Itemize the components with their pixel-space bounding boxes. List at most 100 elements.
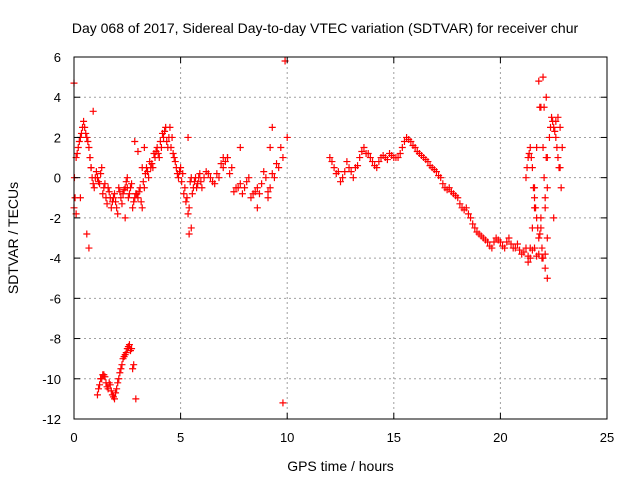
data-point [486, 242, 494, 250]
data-point [266, 144, 274, 151]
data-point [354, 162, 362, 170]
data-point [145, 174, 153, 182]
data-point [98, 164, 106, 172]
data-point [99, 190, 107, 198]
data-point [103, 383, 111, 391]
data-point [124, 343, 132, 351]
data-point [539, 73, 547, 81]
data-point [531, 194, 539, 202]
data-point [542, 93, 550, 101]
data-point [131, 137, 139, 145]
data-point [513, 240, 521, 248]
data-point [117, 194, 125, 202]
data-point [548, 113, 556, 121]
data-point [379, 152, 387, 160]
data-point [80, 117, 88, 125]
data-point [375, 158, 383, 166]
data-point [196, 170, 204, 178]
data-point [138, 204, 146, 212]
data-point [551, 127, 559, 135]
y-tick-label: -2 [49, 211, 61, 226]
data-point [552, 133, 560, 141]
data-point [426, 162, 434, 170]
data-point [526, 144, 534, 151]
data-point [258, 180, 266, 188]
y-tick-label: -6 [49, 291, 61, 306]
data-point [392, 154, 400, 162]
data-point [92, 168, 100, 176]
data-point [247, 194, 255, 202]
data-point [113, 385, 121, 393]
data-point [169, 150, 177, 158]
data-point [129, 204, 137, 212]
data-point [481, 236, 489, 244]
data-point [547, 123, 555, 131]
data-point [163, 137, 171, 145]
data-point [137, 198, 145, 206]
data-point [540, 174, 548, 182]
data-point [138, 164, 146, 172]
data-point [531, 184, 539, 192]
data-point [264, 188, 272, 196]
data-point [230, 188, 238, 196]
data-point [184, 133, 192, 141]
data-point [166, 123, 174, 131]
data-point [174, 174, 182, 182]
data-point [511, 244, 519, 252]
data-point [234, 184, 242, 192]
data-point [182, 198, 190, 206]
data-point [542, 154, 550, 162]
data-point [556, 123, 564, 131]
data-point [332, 170, 340, 178]
data-point [536, 103, 544, 111]
data-point [118, 200, 126, 208]
data-point [505, 234, 513, 242]
data-point [73, 150, 81, 158]
data-point [552, 117, 560, 125]
data-point [183, 194, 191, 202]
data-point [452, 192, 460, 200]
data-point [167, 144, 175, 151]
data-point [554, 113, 562, 121]
data-point [266, 184, 274, 192]
data-point [471, 224, 479, 232]
data-point [140, 184, 148, 192]
data-point [178, 178, 186, 186]
data-point [185, 230, 193, 238]
data-point [154, 150, 162, 158]
data-point [148, 160, 156, 168]
data-point [124, 194, 132, 202]
data-point [95, 178, 103, 186]
data-point [349, 174, 357, 182]
data-point [477, 232, 485, 240]
data-point [149, 164, 157, 172]
y-tick-label: 6 [54, 50, 61, 65]
data-point [181, 184, 189, 192]
data-point [125, 190, 133, 198]
data-point [443, 186, 451, 194]
x-tick-label: 20 [493, 430, 507, 445]
data-point [117, 365, 125, 373]
data-point [132, 395, 140, 403]
data-point [185, 204, 193, 212]
data-point [190, 178, 198, 186]
data-point [115, 375, 123, 383]
data-point [522, 174, 530, 182]
data-point [273, 160, 281, 168]
data-point [533, 214, 541, 222]
data-point [243, 178, 251, 186]
data-point [418, 152, 426, 160]
data-point [139, 178, 147, 186]
x-tick-label: 10 [280, 430, 294, 445]
data-point [528, 224, 536, 232]
data-point [97, 170, 105, 178]
data-point [535, 234, 543, 242]
data-point [550, 214, 558, 222]
data-point [157, 144, 165, 151]
data-point [524, 252, 532, 260]
data-point [122, 349, 130, 357]
data-point [81, 123, 89, 131]
data-point [140, 144, 148, 151]
data-point [527, 154, 535, 162]
